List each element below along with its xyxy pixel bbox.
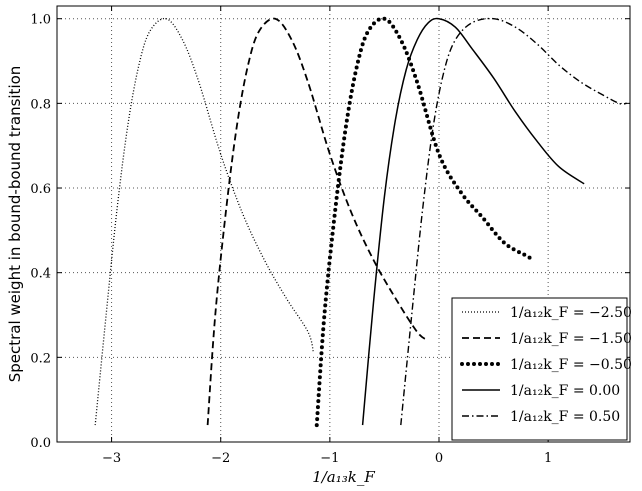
legend-entry-label: 1/a₁₂k_F = 0.00 — [510, 383, 620, 399]
x-tick-label: −3 — [102, 451, 121, 466]
y-axis-label: Spectral weight in bound-bound transitio… — [6, 66, 24, 383]
y-tick-label: 0.4 — [30, 267, 51, 282]
series-line-4 — [361, 17, 585, 426]
x-tick-label: −2 — [211, 451, 230, 466]
series-line-2 — [206, 17, 429, 426]
y-tick-label: 0.2 — [30, 351, 51, 366]
legend-entry-label: 1/a₁₂k_F = −2.50 — [510, 305, 632, 321]
axis-ticks: −3 −2 −1 0 1 0.0 0.2 0.4 0.6 0.8 1.0 — [30, 6, 630, 466]
y-tick-label: 1.0 — [30, 13, 51, 28]
y-tick-label: 0.8 — [30, 97, 51, 112]
x-tick-label: −1 — [320, 451, 339, 466]
legend-entry-label: 1/a₁₂k_F = 0.50 — [510, 409, 620, 425]
x-tick-label: 1 — [544, 451, 552, 466]
series-line-3 — [314, 16, 536, 428]
plot-frame — [56, 5, 631, 443]
legend-entry-label: 1/a₁₂k_F = −0.50 — [510, 357, 632, 373]
grid — [57, 6, 630, 443]
y-tick-label: 0.0 — [30, 436, 51, 451]
y-tick-label: 0.6 — [30, 182, 51, 197]
series-group — [94, 16, 627, 428]
legend-entry-label: 1/a₁₂k_F = −1.50 — [510, 331, 632, 347]
x-tick-label: 0 — [435, 451, 443, 466]
series-line-5 — [400, 17, 627, 426]
x-axis-label: 1/a₁₃k_F — [312, 468, 375, 486]
legend: 1/a₁₂k_F = −2.50 1/a₁₂k_F = −1.50 1/a₁₂k_F… — [451, 297, 632, 441]
